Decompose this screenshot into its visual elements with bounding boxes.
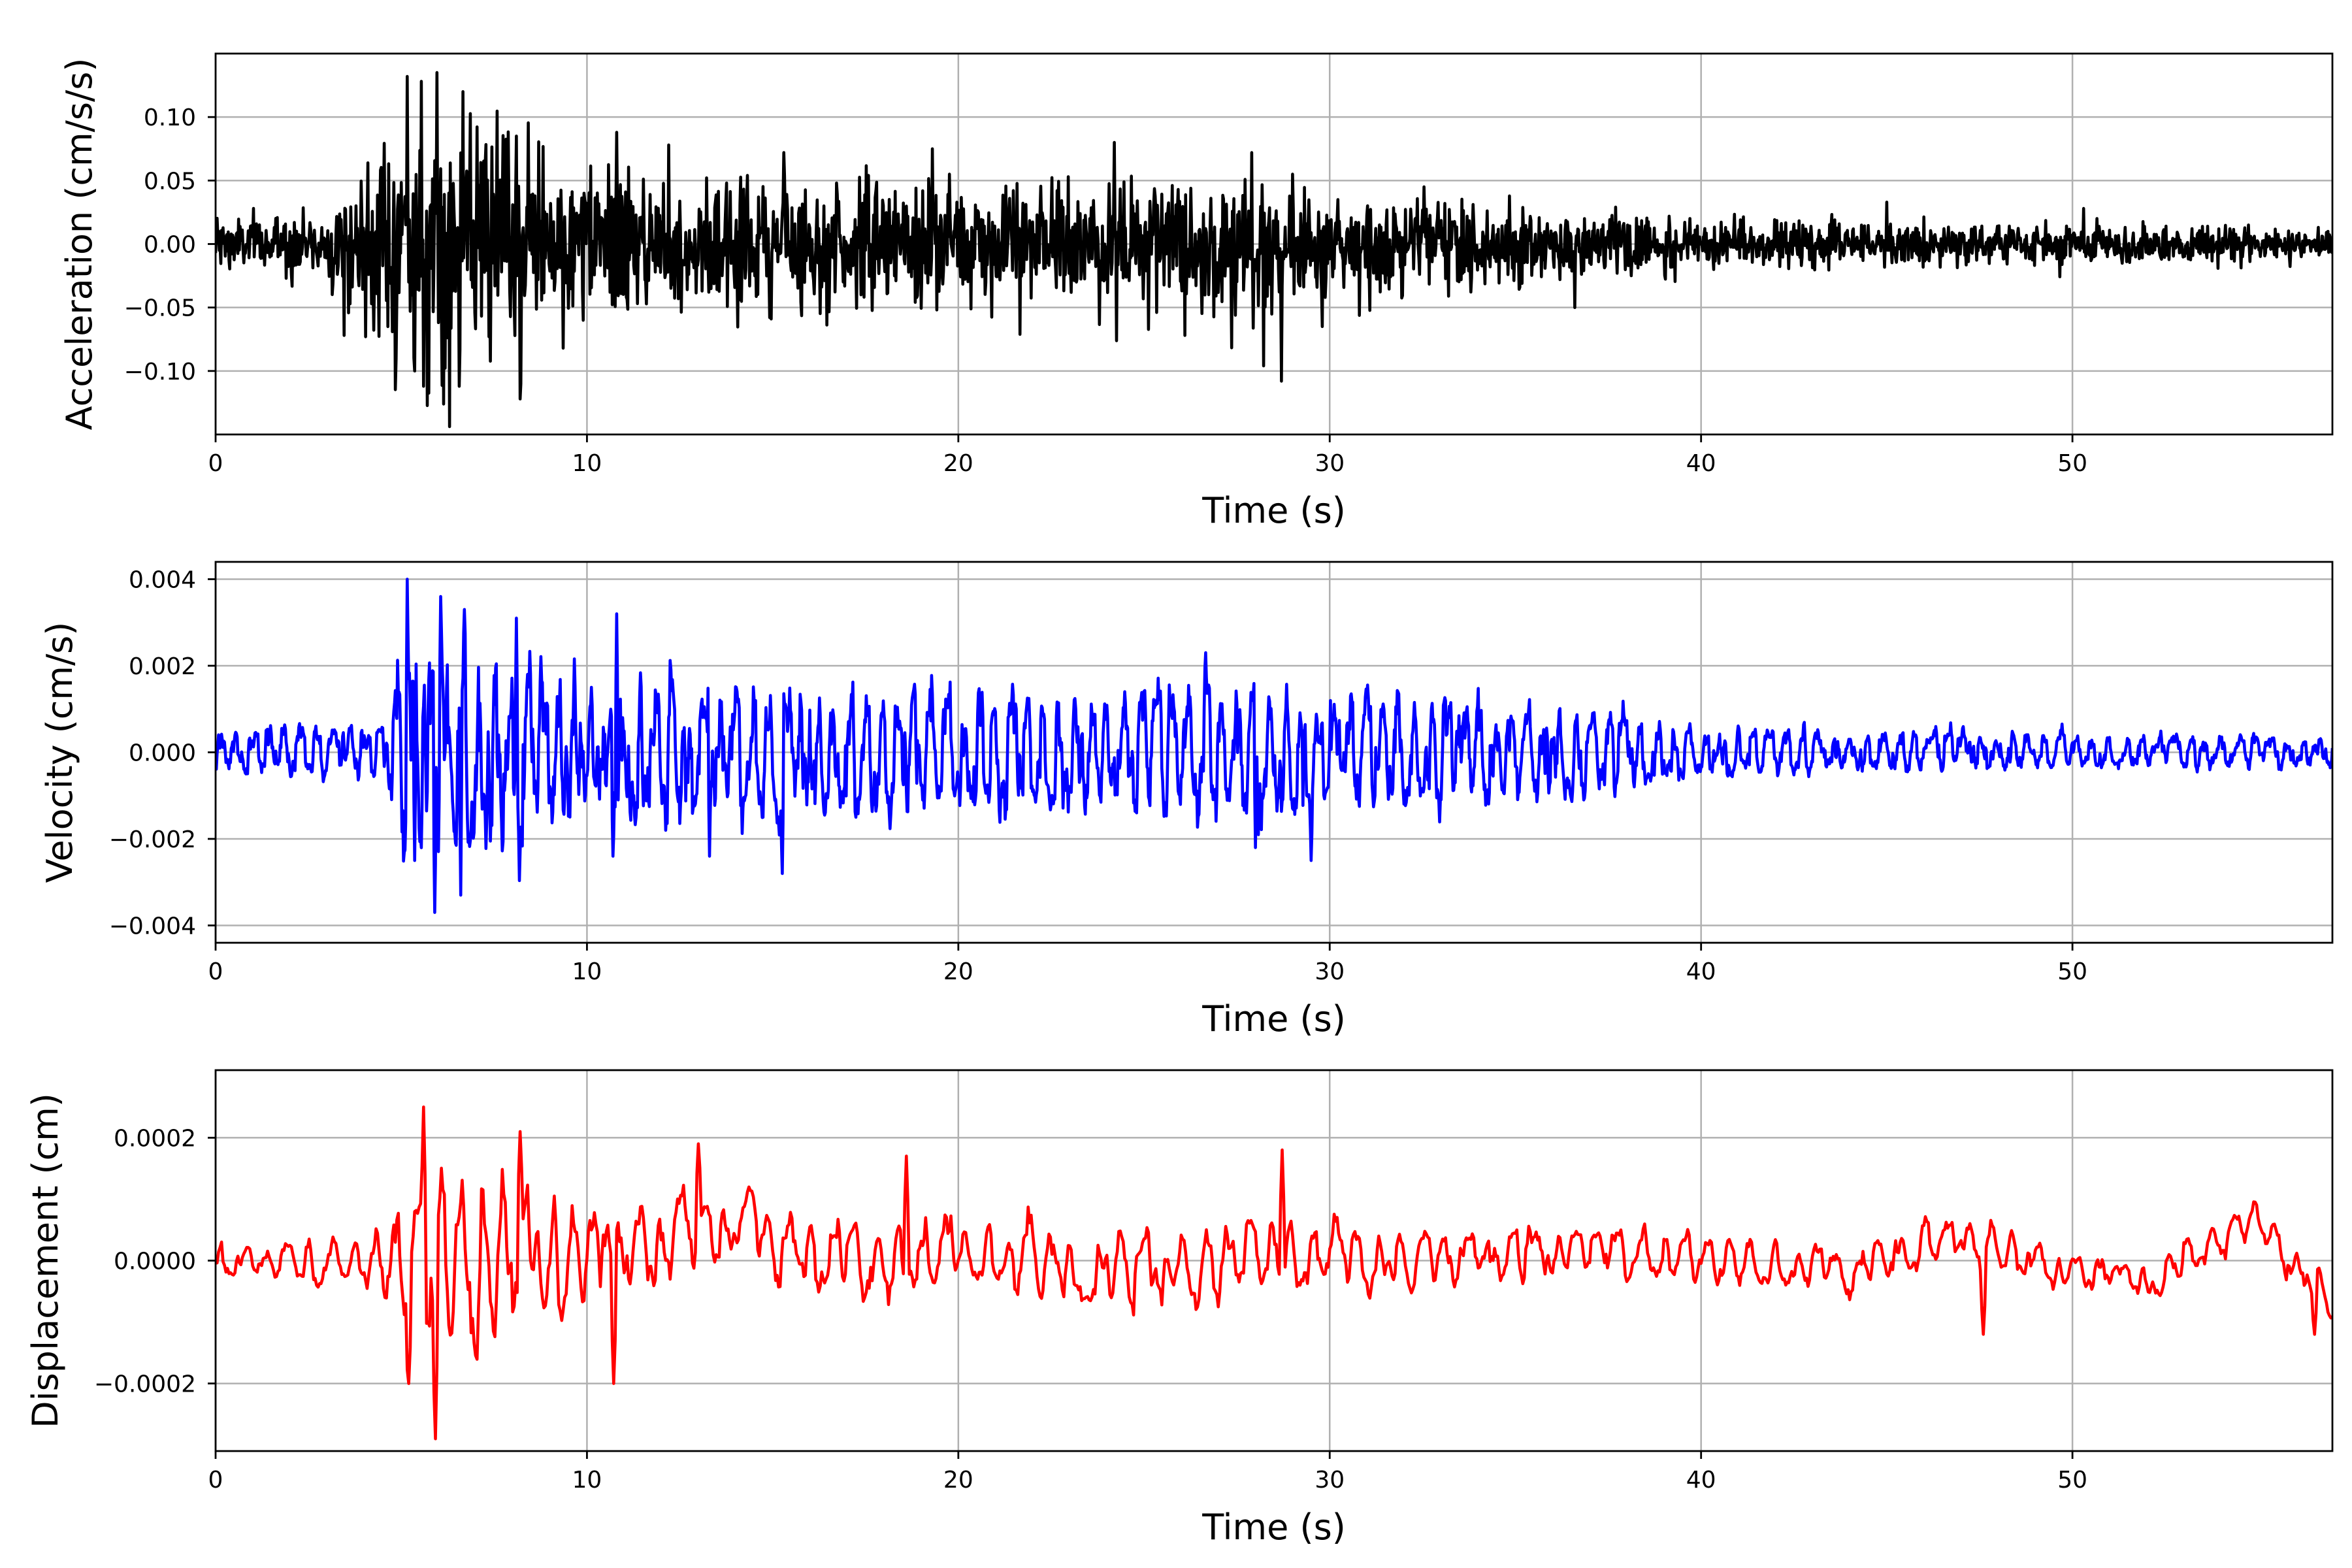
acceleration-y-tick-label: −0.10 (124, 359, 196, 385)
velocity-series-line (216, 578, 2332, 914)
velocity-x-tick-label: 30 (1315, 958, 1345, 985)
velocity-y-tick-label: 0.004 (129, 567, 196, 594)
displacement-series-line (216, 1105, 2332, 1441)
velocity-x-axis-label: Time (s) (1201, 998, 1346, 1039)
subplot-velocity: 0 10 20 30 40 50 −0.004 −0.002 0.000 0.002 0.004 Ti… (39, 561, 2334, 1039)
velocity-y-tick-label: 0.000 (129, 740, 196, 767)
displacement-x-axis-label: Time (s) (1201, 1507, 1346, 1548)
displacement-y-tick-label: 0.0000 (114, 1249, 196, 1275)
displacement-y-tick-label: −0.0002 (94, 1371, 196, 1398)
velocity-y-tick-label: −0.002 (109, 826, 196, 853)
displacement-x-tick-label: 40 (1686, 1467, 1716, 1494)
displacement-x-tick-label: 20 (943, 1467, 973, 1494)
subplot-acceleration: 0 10 20 30 40 50 −0.10 −0.05 0.00 0.05 0.10 Time (s… (59, 52, 2334, 531)
displacement-x-tick-label: 0 (208, 1467, 223, 1494)
acceleration-x-axis-label: Time (s) (1201, 490, 1346, 531)
acceleration-series-line (216, 71, 2332, 429)
subplot-displacement: 0 10 20 30 40 50 −0.0002 0.0000 0.0002 Time (s) Di… (25, 1069, 2334, 1548)
displacement-x-tick-label: 30 (1315, 1467, 1345, 1494)
velocity-x-tick-label: 40 (1686, 958, 1716, 985)
acceleration-x-tick-label: 20 (943, 450, 973, 477)
acceleration-x-tick-label: 30 (1315, 450, 1345, 477)
velocity-x-tick-label: 0 (208, 958, 223, 985)
acceleration-x-tick-label: 40 (1686, 450, 1716, 477)
displacement-x-tick-label: 50 (2057, 1467, 2087, 1494)
velocity-x-tick-label: 20 (943, 958, 973, 985)
acceleration-x-tick-label: 50 (2057, 450, 2087, 477)
acceleration-x-tick-label: 10 (572, 450, 602, 477)
displacement-y-tick-label: 0.0002 (114, 1125, 196, 1152)
acceleration-y-tick-label: 0.05 (144, 168, 196, 195)
acceleration-y-tick-label: −0.05 (124, 295, 196, 322)
velocity-y-tick-label: 0.002 (129, 653, 196, 680)
acceleration-y-tick-label: 0.10 (144, 105, 196, 131)
acceleration-x-tick-label: 0 (208, 450, 223, 477)
velocity-x-tick-label: 10 (572, 958, 602, 985)
displacement-y-axis-label: Displacement (cm) (25, 1093, 66, 1428)
velocity-y-tick-label: −0.004 (109, 913, 196, 940)
acceleration-y-axis-label: Acceleration (cm/s/s) (59, 58, 100, 431)
acceleration-y-tick-label: 0.00 (144, 232, 196, 259)
velocity-x-tick-label: 50 (2057, 958, 2087, 985)
displacement-x-tick-label: 10 (572, 1467, 602, 1494)
velocity-y-axis-label: Velocity (cm/s) (39, 622, 80, 883)
